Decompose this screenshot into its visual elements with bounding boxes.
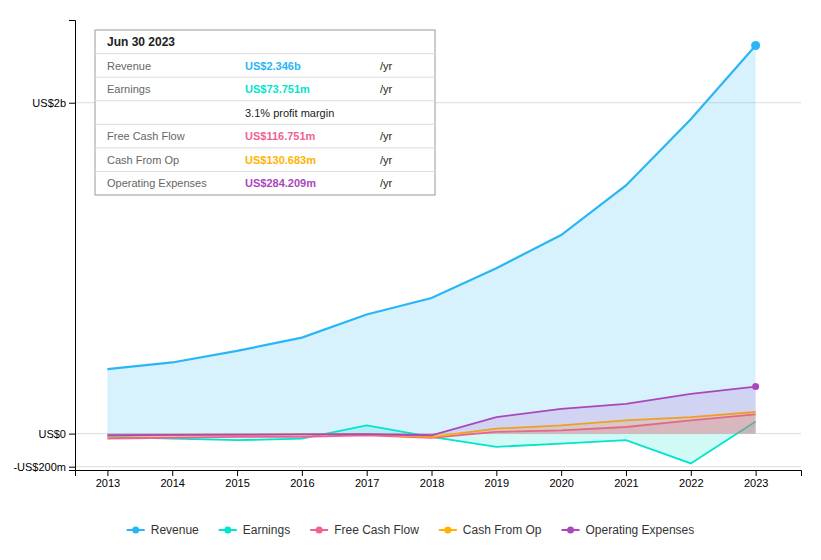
legend-item: Free Cash Flow — [310, 523, 419, 537]
x-tick-label: 2023 — [744, 477, 768, 489]
y-tick-mark — [69, 103, 75, 104]
x-tick: 2016 — [290, 470, 314, 489]
x-tick-mark — [691, 470, 692, 476]
x-tick-label: 2016 — [290, 477, 314, 489]
legend-label: Earnings — [243, 523, 290, 537]
y-tick-mark — [69, 467, 75, 468]
grid-line — [75, 466, 801, 467]
y-axis-line — [69, 21, 76, 471]
legend-item: Cash From Op — [439, 523, 542, 537]
legend-marker — [224, 527, 231, 534]
legend-label: Operating Expenses — [586, 523, 695, 537]
tooltip-separator — [95, 171, 435, 172]
x-tick-mark — [496, 470, 497, 476]
x-tick-mark — [561, 470, 562, 476]
x-tick: 2015 — [225, 470, 249, 489]
x-tick-mark — [172, 470, 173, 476]
tooltip-label: Revenue — [107, 60, 151, 72]
legend: Revenue Earnings Free Cash Flow Cash From O… — [127, 523, 695, 537]
tooltip-label: Operating Expenses — [107, 177, 207, 189]
tooltip-value: US$284.209m — [245, 177, 316, 189]
legend-item: Earnings — [219, 523, 290, 537]
x-tick-label: 2017 — [355, 477, 379, 489]
tooltip-value: US$73.751m — [245, 83, 310, 95]
tooltip-separator — [95, 124, 435, 125]
legend-label: Cash From Op — [463, 523, 542, 537]
x-tick: 2019 — [485, 470, 509, 489]
legend-marker — [444, 527, 451, 534]
x-tick-mark — [756, 470, 757, 476]
tooltip: Jun 30 2023 Revenue US$2.346b/yr Earnings US… — [95, 30, 435, 195]
tooltip-label: Earnings — [107, 83, 151, 95]
x-tick-mark — [432, 470, 433, 476]
series-area — [107, 387, 755, 436]
x-tick: 2018 — [420, 470, 444, 489]
x-tick-label: 2014 — [160, 477, 184, 489]
tooltip-separator — [95, 100, 435, 101]
y-tick-label: US$2b — [32, 97, 66, 109]
tooltip-separator — [95, 147, 435, 148]
x-tick-mark — [626, 470, 627, 476]
tooltip-unit: /yr — [380, 177, 393, 189]
legend-marker — [132, 527, 139, 534]
y-tick-label: US$0 — [38, 428, 66, 440]
x-tick: 2021 — [614, 470, 638, 489]
y-tick: US$2b — [32, 97, 75, 109]
legend-label: Revenue — [151, 523, 199, 537]
tooltip-unit: /yr — [380, 154, 393, 166]
tooltip-separator — [95, 53, 435, 54]
tooltip-unit: /yr — [380, 130, 393, 142]
x-tick-label: 2021 — [614, 477, 638, 489]
end-dot — [751, 41, 760, 50]
tooltip-value: US$2.346b — [245, 60, 301, 72]
x-tick: 2014 — [160, 470, 184, 489]
x-tick: 2023 — [744, 470, 768, 489]
y-tick-mark — [69, 434, 75, 435]
legend-item: Revenue — [127, 523, 199, 537]
tooltip-unit: /yr — [380, 60, 393, 72]
x-tick-label: 2015 — [225, 477, 249, 489]
chart: 2013 2014 2015 2016 2017 2018 2019 2020 2021 2022… — [0, 0, 821, 560]
end-dot — [752, 383, 759, 390]
legend-item: Operating Expenses — [562, 523, 695, 537]
x-tick: 2017 — [355, 470, 379, 489]
y-tick: US$0 — [38, 428, 75, 440]
y-tick: -US$200m — [13, 461, 75, 473]
x-tick-mark — [302, 470, 303, 476]
x-tick: 2013 — [96, 470, 120, 489]
series-line — [107, 387, 755, 436]
y-axis: -US$200m US$0 US$2b — [13, 21, 75, 473]
tooltip-label: Free Cash Flow — [107, 130, 185, 142]
x-tick: 2020 — [549, 470, 573, 489]
tooltip-value: US$130.683m — [245, 154, 316, 166]
x-tick: 2022 — [679, 470, 703, 489]
x-tick-mark — [367, 470, 368, 476]
legend-marker — [316, 527, 323, 534]
y-tick-label: -US$200m — [13, 461, 66, 473]
x-tick-label: 2022 — [679, 477, 703, 489]
tooltip-box — [95, 30, 435, 195]
tooltip-label: Cash From Op — [107, 154, 179, 166]
tooltip-value: US$116.751m — [245, 130, 316, 142]
x-axis: 2013 2014 2015 2016 2017 2018 2019 2020 2021 2022… — [76, 470, 802, 489]
x-tick-label: 2019 — [485, 477, 509, 489]
tooltip-separator — [95, 77, 435, 78]
x-tick-mark — [107, 470, 108, 476]
tooltip-unit: /yr — [380, 83, 393, 95]
tooltip-value: 3.1% profit margin — [245, 107, 334, 119]
legend-label: Free Cash Flow — [334, 523, 419, 537]
x-tick-label: 2020 — [549, 477, 573, 489]
x-axis-line — [76, 471, 802, 477]
tooltip-title: Jun 30 2023 — [107, 35, 175, 49]
x-tick-label: 2018 — [420, 477, 444, 489]
legend-marker — [567, 527, 574, 534]
x-tick-label: 2013 — [96, 477, 120, 489]
x-tick-mark — [237, 470, 238, 476]
